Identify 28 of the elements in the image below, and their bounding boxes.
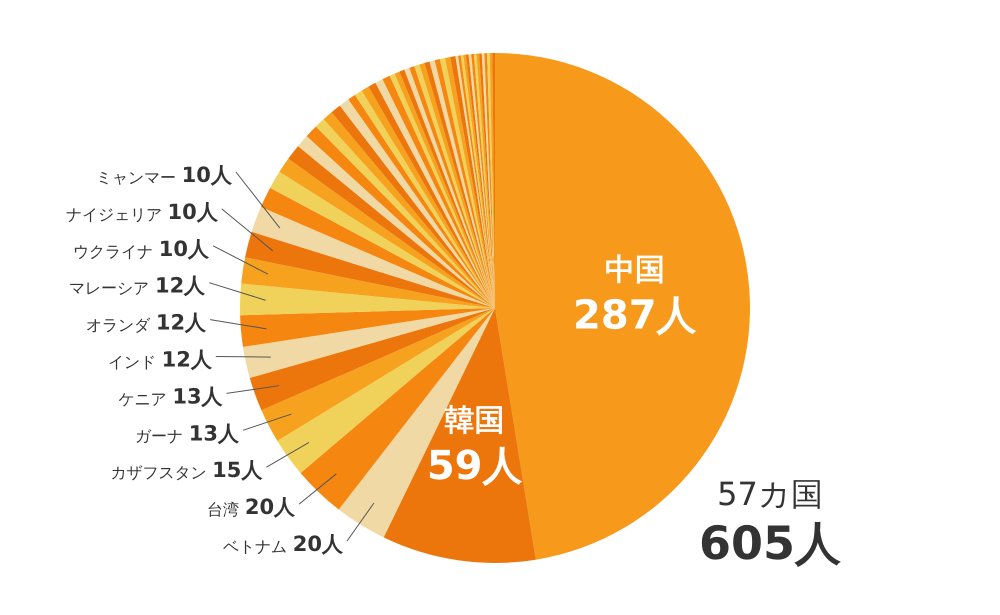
data-label: 59人	[426, 442, 524, 489]
slice-label: ウクライナ	[73, 242, 154, 261]
data-label: 10人	[168, 200, 219, 224]
data-label: 15人	[212, 458, 264, 482]
data-label: 12人	[156, 310, 208, 335]
data-label: 20人	[244, 495, 296, 520]
slice-label: ケニア	[118, 389, 167, 408]
data-label: 13人	[188, 421, 240, 446]
data-label: 10人	[158, 236, 210, 261]
data-label: 12人	[154, 274, 206, 298]
text: 57カ国	[717, 475, 823, 513]
slice-label: インド	[108, 352, 156, 372]
slice-label: ナイジェリア	[66, 204, 162, 224]
data-label: 287人	[573, 292, 698, 339]
slice-label: マレーシア	[69, 278, 150, 298]
slice-label: 台湾	[207, 500, 240, 520]
slice-label: オランダ	[86, 316, 152, 335]
data-label: 12人	[162, 348, 213, 372]
slice-label: ミャンマー	[96, 168, 176, 187]
slice-label: ガーナ	[135, 426, 184, 446]
slice-label: 韓国	[444, 402, 505, 438]
slice-label: カザフスタン	[110, 463, 206, 482]
slice-label: ベトナム	[223, 537, 288, 556]
data-label: 13人	[172, 384, 224, 408]
slice-label: 中国	[604, 252, 665, 288]
data-label: 10人	[182, 163, 233, 187]
data-label: 20人	[292, 532, 344, 556]
text: 605人	[698, 516, 842, 570]
